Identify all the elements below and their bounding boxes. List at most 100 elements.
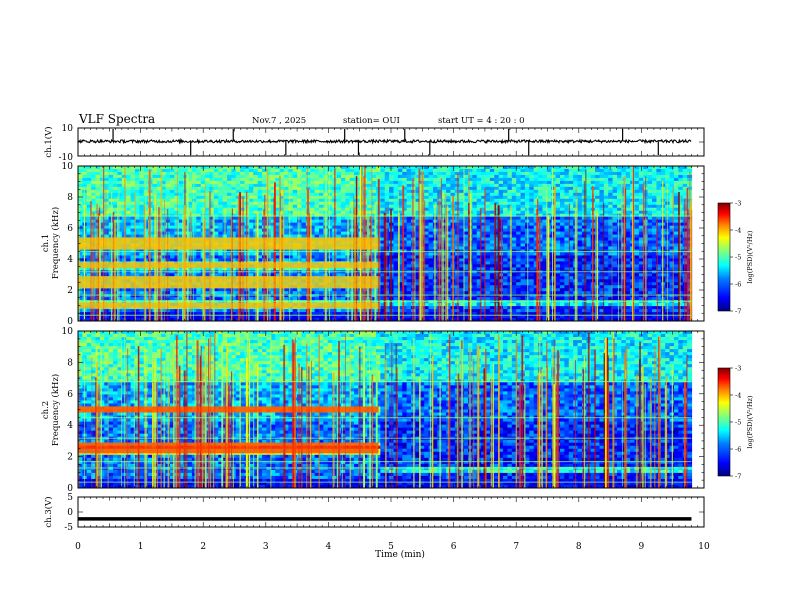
spec-cell — [406, 288, 412, 292]
spec-cell — [257, 166, 263, 170]
spec-cell — [314, 192, 320, 197]
spec-cell — [319, 177, 324, 182]
spec-cell — [248, 180, 254, 185]
spec-cell — [78, 186, 83, 191]
spec-cell — [297, 312, 303, 316]
spec-cell — [428, 291, 434, 295]
spec-cell — [108, 207, 114, 212]
spec-cell — [170, 300, 175, 304]
spec-cell — [441, 207, 447, 212]
spec-cell — [319, 273, 324, 277]
spec-cell — [415, 234, 421, 239]
spec-cell — [231, 255, 237, 259]
spec-cell — [174, 201, 180, 206]
spec-cell — [288, 258, 294, 262]
spec-cell — [226, 300, 232, 304]
spec-cell — [424, 276, 430, 280]
spec-cell — [134, 174, 140, 179]
spec-cell — [213, 195, 219, 200]
spec-cell — [174, 189, 180, 194]
spec-cell — [406, 258, 412, 262]
spec-cell — [178, 210, 184, 215]
spec-cell — [95, 252, 101, 257]
spec-cell — [130, 201, 136, 206]
spec-cell — [170, 267, 175, 271]
spec-cell — [283, 288, 289, 292]
spec-cell — [126, 273, 132, 277]
spec-cell — [134, 186, 140, 191]
spec-cell — [450, 189, 456, 194]
spec-cell — [226, 183, 232, 188]
spec-cell — [310, 222, 316, 227]
spec-cell — [191, 166, 197, 170]
spec-cell — [345, 177, 351, 182]
spec-cell — [104, 294, 110, 298]
spec-cell — [380, 309, 386, 313]
spec-cell — [415, 261, 421, 265]
spec-cell — [441, 288, 447, 292]
spec-cell — [126, 225, 132, 230]
spec-cell — [367, 267, 373, 271]
spec-cell — [187, 225, 193, 230]
spec-cell — [441, 195, 447, 200]
spec-cell — [257, 177, 263, 182]
spec-cell — [301, 189, 307, 194]
spec-cell — [468, 186, 473, 191]
spec-cell — [463, 294, 469, 298]
spec-cell — [121, 273, 127, 277]
spec-cell — [411, 168, 417, 173]
spec-cell — [476, 219, 482, 224]
spec-cell — [336, 318, 342, 321]
spec-cell — [336, 216, 342, 221]
spec-cell — [95, 186, 101, 191]
spec-cell — [170, 207, 175, 212]
spec-cell — [319, 222, 324, 227]
spec-cell — [174, 174, 180, 179]
spec-cell — [319, 201, 324, 206]
spec-cell — [340, 166, 346, 170]
spec-cell — [371, 231, 377, 236]
spec-cell — [428, 279, 434, 283]
spec-cell — [472, 279, 478, 283]
spec-cell — [393, 234, 399, 239]
spec-cell — [327, 207, 333, 212]
spec-cell — [218, 318, 224, 321]
spec-cell — [336, 234, 342, 239]
spec-cell — [428, 234, 434, 239]
spec-cell — [108, 219, 114, 224]
spec-cell — [95, 180, 101, 185]
spec-cell — [226, 297, 232, 301]
spec-cell — [411, 174, 417, 179]
spec-cell — [371, 192, 377, 197]
spec-cell — [213, 171, 219, 176]
spec-cell — [178, 213, 184, 218]
spec-cell — [415, 174, 421, 179]
spec-cell — [174, 288, 180, 292]
spec-cell — [130, 189, 136, 194]
spec-cell — [78, 192, 83, 197]
spec-cell — [319, 183, 324, 188]
spec-cell — [209, 204, 215, 209]
spec-cell — [415, 195, 421, 200]
spec-cell — [134, 168, 140, 173]
spec-cell — [441, 297, 447, 301]
spec-cell — [411, 171, 417, 176]
spec-cell — [468, 174, 473, 179]
spec-cell — [161, 174, 167, 179]
spec-cell — [248, 231, 254, 236]
spec-cell — [266, 255, 272, 259]
spec-cell — [292, 222, 298, 227]
spec-cell — [476, 243, 482, 248]
spec-cell — [213, 300, 219, 304]
spec-cell — [213, 267, 219, 271]
spec-cell — [472, 168, 478, 173]
spec-cell — [415, 255, 421, 259]
spec-cell — [266, 189, 272, 194]
spec-cell — [139, 255, 145, 259]
spec-cell — [476, 210, 482, 215]
spec-cell — [384, 180, 390, 185]
spec-cell — [213, 297, 219, 301]
spec-cell — [375, 174, 381, 179]
spec-cell — [253, 166, 259, 170]
spec-cell — [130, 171, 136, 176]
